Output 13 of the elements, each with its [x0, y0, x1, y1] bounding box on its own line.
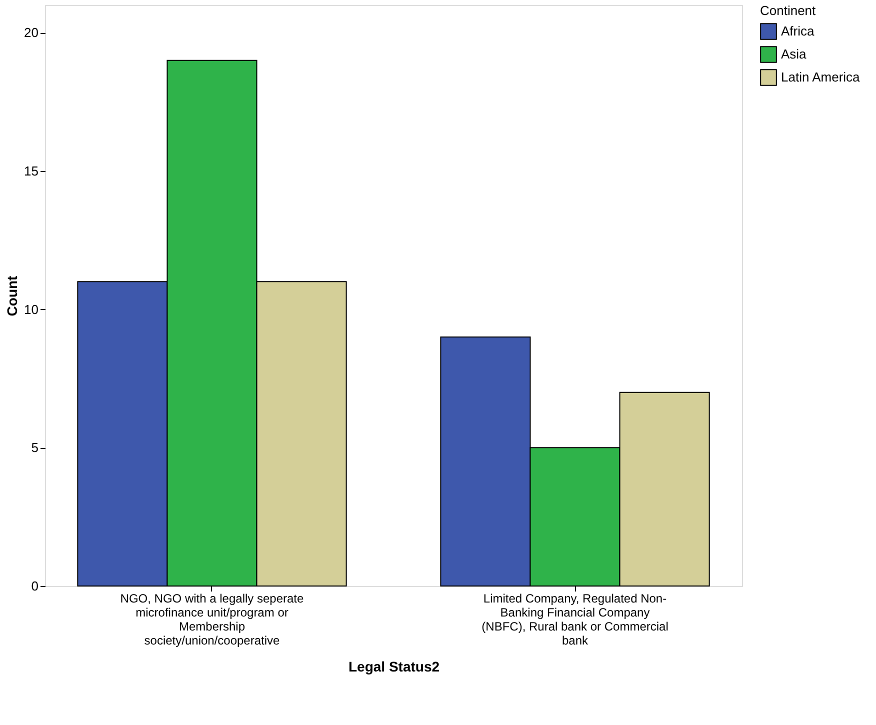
x-axis-title: Legal Status2: [348, 658, 440, 674]
y-tick-label: 5: [31, 440, 38, 456]
y-tick-label: 20: [24, 25, 38, 40]
x-tick-label: NGO, NGO with a legally seperate microfinance unit/program or Membership society/union/cooperative: [120, 592, 304, 648]
y-tick-label: 10: [24, 302, 38, 317]
legend-label: Africa: [781, 24, 815, 38]
y-tick-label: 0: [31, 578, 38, 594]
legend-label: Latin America: [781, 70, 861, 84]
x-tick-label: Limited Company, Regulated Non-Banking Financial Company (NBFC), Rural bank or Commercial bank: [482, 592, 668, 648]
y-axis-title: Count: [4, 275, 20, 316]
legend-title: Continent: [760, 3, 816, 18]
legend-label: Asia: [781, 46, 808, 62]
y-tick-label: 15: [24, 164, 38, 178]
